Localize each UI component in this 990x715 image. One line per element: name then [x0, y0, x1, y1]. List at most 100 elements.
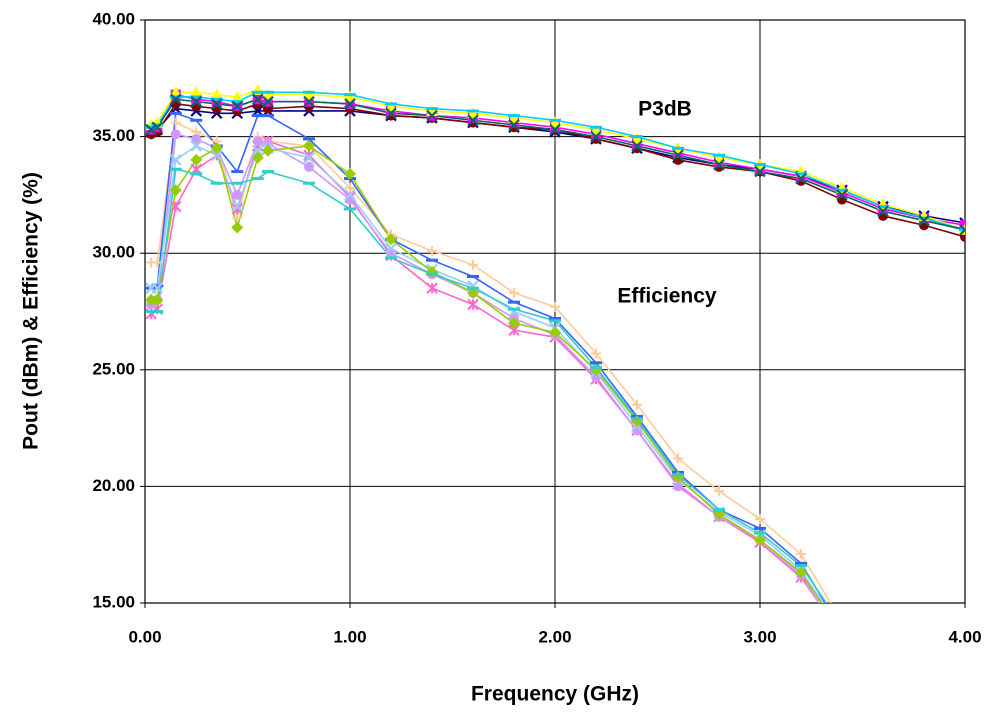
data-point	[344, 93, 356, 97]
data-point	[151, 284, 164, 288]
data-point	[837, 633, 847, 643]
data-point	[151, 121, 164, 134]
data-point	[151, 310, 164, 313]
data-point	[170, 129, 181, 140]
data-point	[190, 95, 203, 99]
series-group	[145, 83, 965, 643]
data-point	[262, 90, 274, 94]
data-point	[755, 514, 765, 525]
data-point	[713, 158, 725, 171]
data-point	[145, 123, 157, 136]
data-point	[467, 286, 479, 290]
data-point	[426, 272, 438, 276]
data-point	[303, 151, 315, 164]
data-point	[151, 293, 164, 306]
data-point	[837, 631, 847, 641]
data-point	[385, 102, 397, 106]
series-line	[150, 112, 826, 603]
data-point	[304, 161, 314, 172]
data-point	[959, 224, 965, 236]
data-point	[590, 123, 602, 135]
data-point	[877, 205, 889, 209]
data-point	[631, 140, 643, 152]
series-line	[150, 140, 821, 603]
data-point	[251, 144, 264, 157]
y-tick-label: 25.00	[92, 359, 135, 378]
data-point	[795, 561, 807, 565]
y-tick-label: 30.00	[92, 243, 135, 262]
data-point	[344, 207, 356, 211]
data-point	[549, 319, 561, 323]
data-point	[170, 117, 181, 128]
data-point	[344, 90, 356, 102]
data-point	[190, 140, 203, 152]
data-point	[673, 453, 683, 464]
data-point	[145, 125, 158, 129]
data-point	[303, 137, 315, 141]
data-point	[231, 90, 244, 102]
y-axis-label: Pout (dBm) & Efficiency (%)	[20, 172, 43, 450]
data-point	[303, 95, 315, 108]
data-point	[385, 256, 397, 260]
data-point	[251, 177, 264, 181]
series-line	[150, 133, 821, 603]
annotation: P3dB	[638, 98, 692, 121]
data-point	[303, 139, 315, 152]
data-point	[672, 146, 684, 150]
data-point	[795, 566, 807, 579]
data-point	[467, 298, 479, 311]
data-point	[467, 109, 479, 113]
data-point	[632, 399, 642, 410]
data-point	[713, 508, 725, 521]
data-point	[210, 142, 223, 155]
data-point	[754, 163, 766, 167]
data-point	[590, 125, 602, 129]
data-point	[837, 617, 847, 627]
data-point	[211, 96, 222, 107]
data-point	[151, 123, 164, 127]
data-point	[210, 181, 223, 185]
data-point	[170, 200, 182, 213]
data-point	[210, 88, 223, 100]
data-point	[169, 86, 182, 98]
data-point	[672, 149, 684, 162]
data-point	[344, 98, 356, 110]
data-point	[145, 293, 158, 306]
x-tick-label: 3.00	[743, 627, 776, 646]
data-point	[169, 184, 182, 197]
data-point	[960, 220, 965, 231]
data-point	[190, 95, 203, 108]
data-point	[303, 181, 315, 185]
data-point	[754, 526, 766, 530]
data-point	[262, 144, 274, 157]
data-point	[549, 326, 561, 339]
data-point	[190, 86, 203, 98]
data-point	[262, 114, 274, 118]
data-point	[169, 93, 182, 106]
data-point	[210, 149, 223, 162]
data-point	[169, 95, 182, 99]
data-point	[713, 508, 725, 512]
data-point	[251, 93, 264, 106]
data-point	[549, 123, 561, 136]
data-point	[190, 118, 203, 122]
data-point	[385, 242, 397, 255]
data-point	[232, 189, 243, 200]
data-point	[508, 300, 520, 304]
data-point	[509, 287, 519, 298]
data-point	[467, 275, 479, 279]
data-point	[836, 189, 848, 201]
data-point	[385, 233, 397, 246]
data-point	[795, 172, 807, 176]
x-tick-label: 0.00	[128, 627, 161, 646]
data-point	[151, 282, 164, 294]
data-point	[836, 625, 848, 628]
data-point	[467, 286, 479, 299]
data-point	[385, 107, 397, 120]
data-point	[231, 100, 244, 104]
data-point	[590, 361, 602, 365]
data-point	[385, 100, 397, 112]
data-point	[210, 98, 223, 110]
data-point	[191, 94, 202, 105]
